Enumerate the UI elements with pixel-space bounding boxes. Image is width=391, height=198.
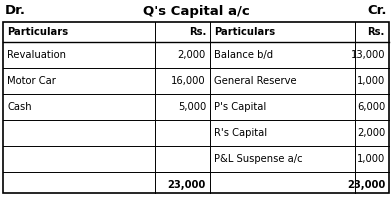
Text: 5,000: 5,000 <box>178 102 206 112</box>
Text: Balance b/d: Balance b/d <box>214 50 273 60</box>
Text: 13,000: 13,000 <box>350 50 385 60</box>
Text: Q's Capital a/c: Q's Capital a/c <box>143 5 249 17</box>
Text: 23,000: 23,000 <box>168 180 206 190</box>
Text: 2,000: 2,000 <box>357 128 385 138</box>
Text: 16,000: 16,000 <box>171 76 206 86</box>
Text: 2,000: 2,000 <box>178 50 206 60</box>
Text: Revaluation: Revaluation <box>7 50 66 60</box>
Text: Rs.: Rs. <box>188 27 206 37</box>
Text: P&L Suspense a/c: P&L Suspense a/c <box>214 154 303 164</box>
Text: 23,000: 23,000 <box>347 180 385 190</box>
Bar <box>3 22 389 193</box>
Text: Particulars: Particulars <box>214 27 275 37</box>
Text: 1,000: 1,000 <box>357 76 385 86</box>
Text: R's Capital: R's Capital <box>214 128 267 138</box>
Text: P's Capital: P's Capital <box>214 102 266 112</box>
Text: Cr.: Cr. <box>368 5 387 17</box>
Text: Dr.: Dr. <box>5 5 26 17</box>
Text: General Reserve: General Reserve <box>214 76 297 86</box>
Text: 1,000: 1,000 <box>357 154 385 164</box>
Text: 6,000: 6,000 <box>357 102 385 112</box>
Text: Rs.: Rs. <box>368 27 385 37</box>
Text: Particulars: Particulars <box>7 27 68 37</box>
Text: Motor Car: Motor Car <box>7 76 56 86</box>
Text: Cash: Cash <box>7 102 32 112</box>
